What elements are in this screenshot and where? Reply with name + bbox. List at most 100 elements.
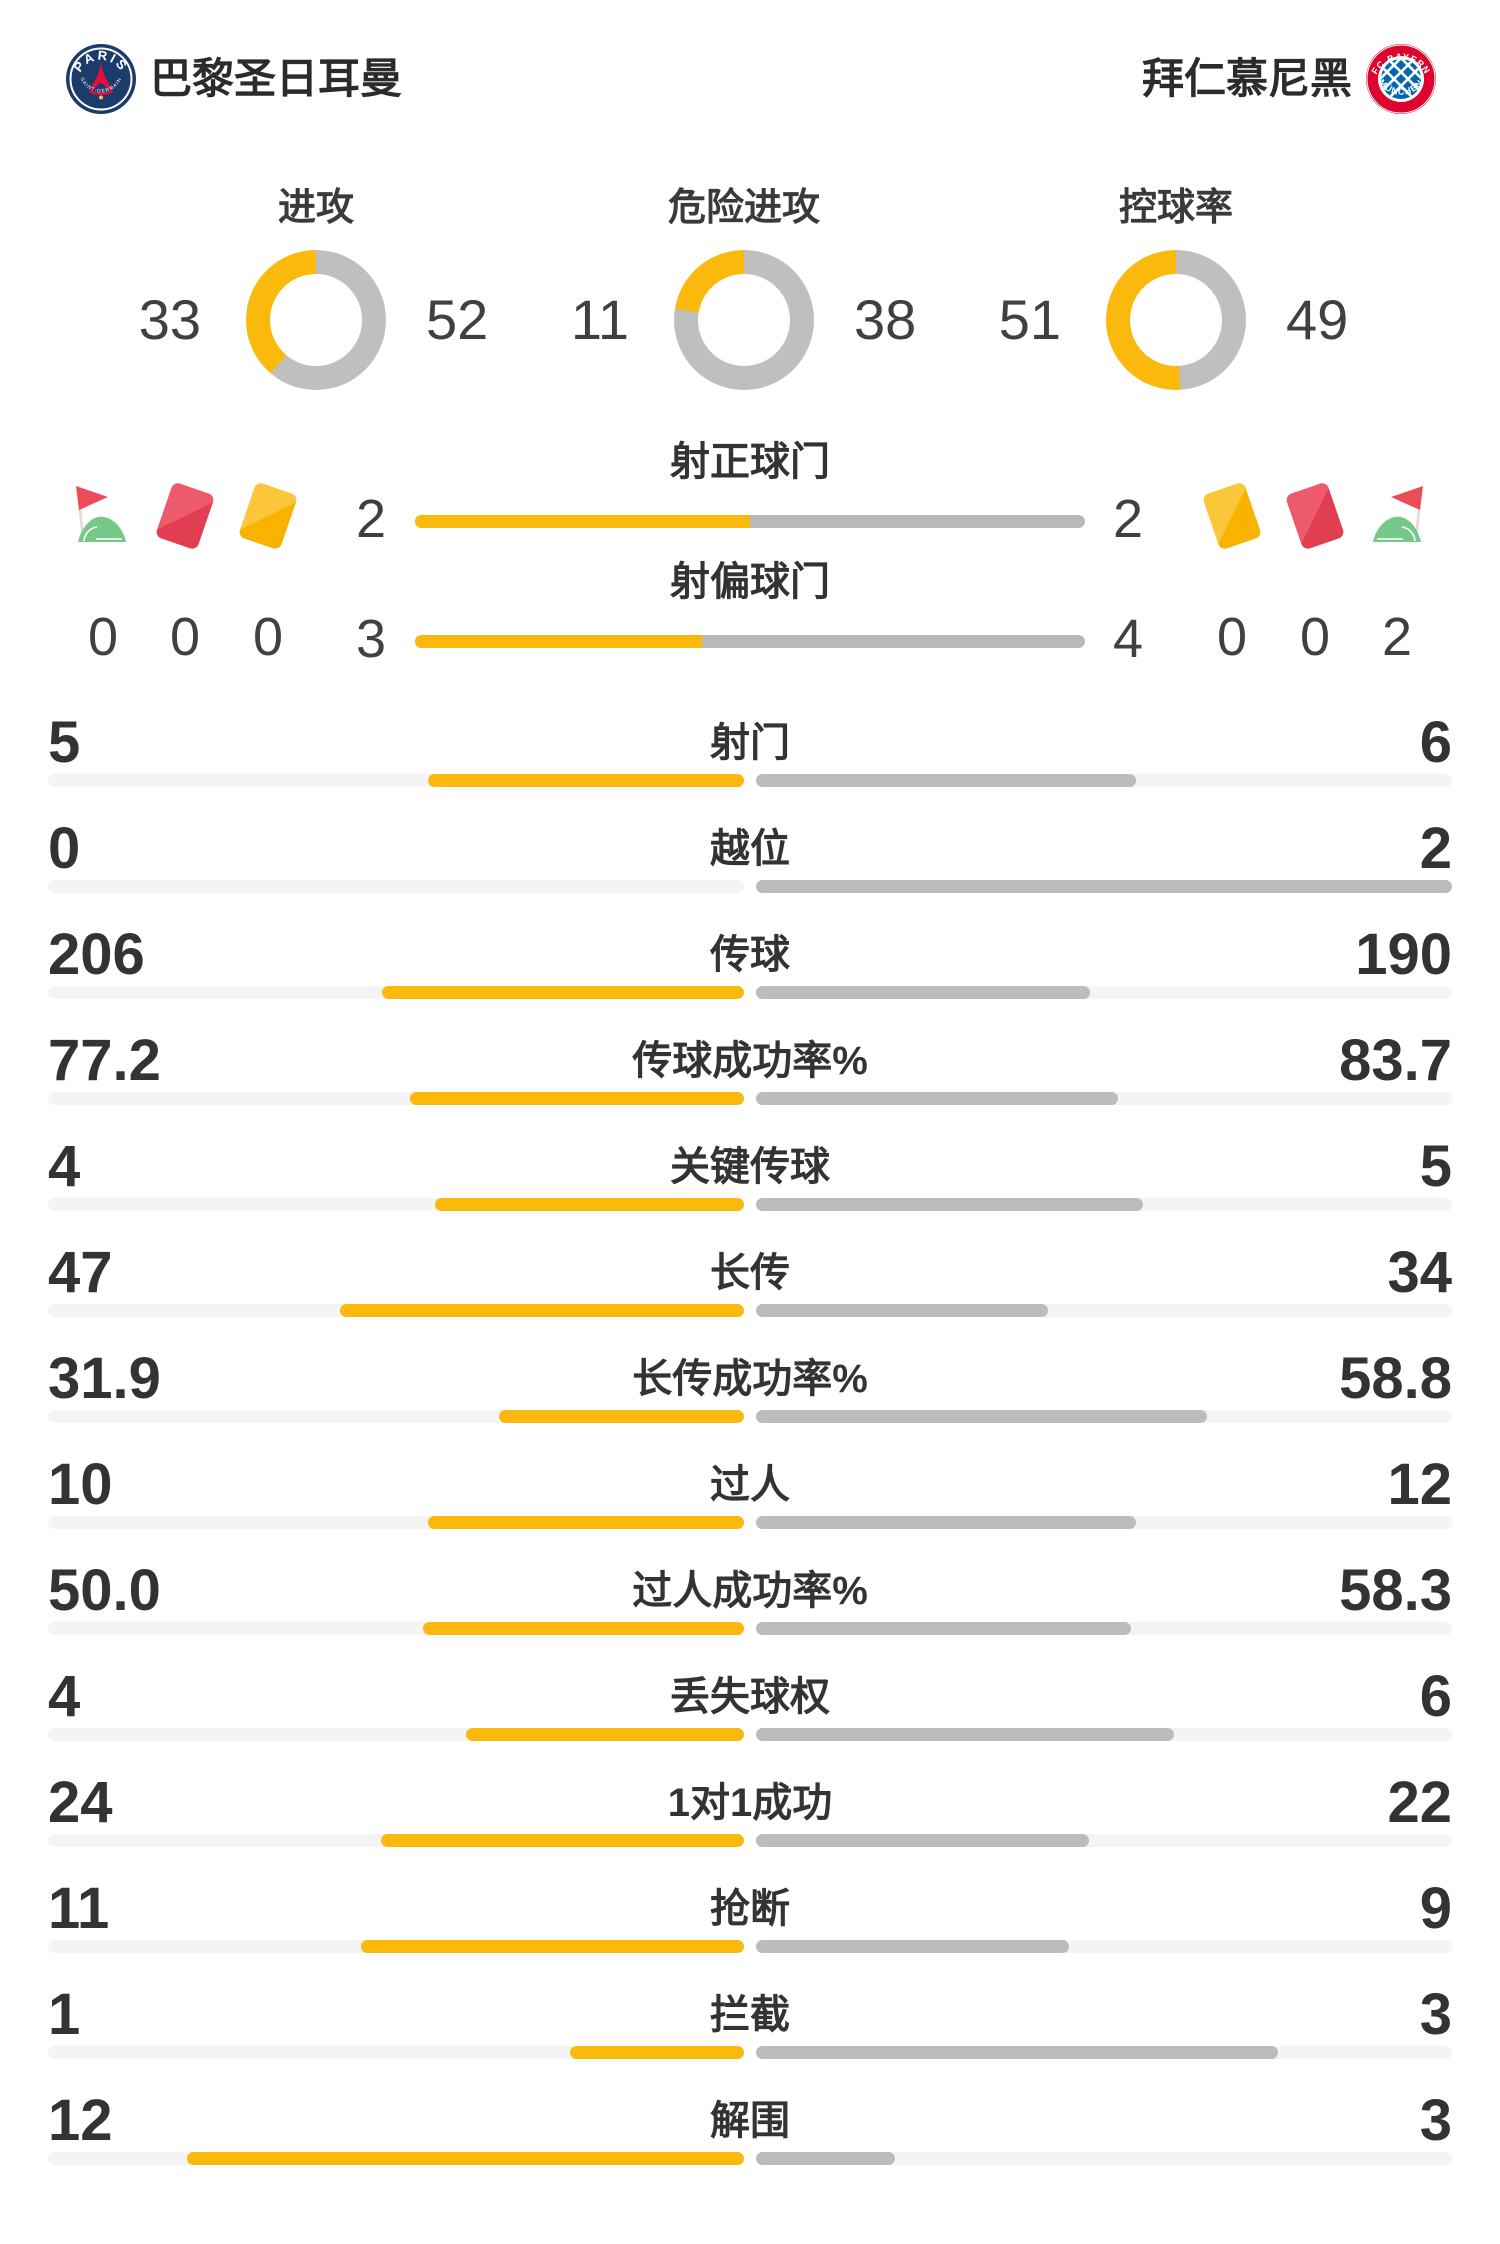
shots-off-target-bar <box>415 635 1085 648</box>
stat-label: 抢断 <box>710 1887 790 1931</box>
red-card-icon <box>1284 481 1346 551</box>
stat-label: 丢失球权 <box>670 1675 830 1719</box>
away-stat-bar <box>756 880 1452 893</box>
away-yellow-cards-value: 0 <box>1216 607 1248 667</box>
psg-logo: PARIS SAINT-GERMAIN <box>66 44 136 114</box>
home-stat-value: 4 <box>48 1134 81 1199</box>
shots-on-target-label: 射正球门 <box>670 440 830 484</box>
home-stat-value: 11 <box>48 1876 110 1941</box>
donut-label: 进攻 <box>277 187 354 229</box>
away-stat-value: 22 <box>1387 1770 1452 1835</box>
home-stat-value: 47 <box>48 1240 113 1305</box>
away-stat-bar <box>756 1304 1452 1317</box>
home-corners-value: 0 <box>87 607 119 667</box>
stat-row: 50.0 过人成功率% 58.3 <box>0 1560 1500 1666</box>
home-stat-bar <box>48 880 744 893</box>
away-stat-value: 83.7 <box>1339 1028 1452 1093</box>
home-stat-value: 24 <box>48 1770 113 1835</box>
away-stat-bar <box>756 1092 1452 1105</box>
stat-row: 5 射门 6 <box>0 712 1500 818</box>
home-yellow-cards-value: 0 <box>252 607 284 667</box>
red-card-icon <box>154 481 216 551</box>
donut-label: 危险进攻 <box>667 187 820 229</box>
stat-row: 0 越位 2 <box>0 818 1500 924</box>
home-red-cards-value: 0 <box>169 607 201 667</box>
donut-chart <box>1106 250 1246 390</box>
away-stat-value: 12 <box>1387 1452 1452 1517</box>
stat-row: 4 关键传球 5 <box>0 1136 1500 1242</box>
stat-row: 24 1对1成功 22 <box>0 1772 1500 1878</box>
stat-row: 1 拦截 3 <box>0 1984 1500 2090</box>
stat-row: 77.2 传球成功率% 83.7 <box>0 1030 1500 1136</box>
away-stat-bar <box>756 774 1452 787</box>
corner-flag-icon <box>76 486 126 542</box>
home-stat-bar <box>48 774 744 787</box>
away-stat-value: 6 <box>1419 710 1452 775</box>
home-stat-value: 1 <box>48 1982 81 2047</box>
home-stat-value: 206 <box>48 922 145 987</box>
away-stat-value: 34 <box>1387 1240 1452 1305</box>
home-stat-bar <box>48 1940 744 1953</box>
stat-label: 越位 <box>710 827 790 871</box>
away-stat-bar <box>756 1728 1452 1741</box>
away-value: 38 <box>854 288 917 351</box>
stat-label: 长传成功率% <box>632 1357 868 1401</box>
stat-row: 12 解围 3 <box>0 2090 1500 2196</box>
away-stat-value: 6 <box>1419 1664 1452 1729</box>
stat-label: 射门 <box>710 721 790 765</box>
away-stat-bar <box>756 1198 1452 1211</box>
home-stat-value: 12 <box>48 2088 113 2153</box>
donut-group-possession: 控球率 51 49 <box>901 186 1451 390</box>
away-stat-value: 58.3 <box>1339 1558 1452 1623</box>
away-stat-bar <box>756 1410 1452 1423</box>
home-stat-bar <box>48 1728 744 1741</box>
away-stat-value: 5 <box>1419 1134 1452 1199</box>
home-stat-value: 31.9 <box>48 1346 161 1411</box>
stat-row: 10 过人 12 <box>0 1454 1500 1560</box>
donut-chart <box>674 250 814 390</box>
away-stat-bar <box>756 986 1452 999</box>
away-stat-value: 3 <box>1419 2088 1452 2153</box>
home-stat-bar <box>48 1092 744 1105</box>
donut-group-attacks: 进攻 33 52 <box>41 186 591 390</box>
home-stat-bar <box>48 1834 744 1847</box>
home-stat-bar <box>48 1304 744 1317</box>
stat-label: 解围 <box>710 2099 790 2143</box>
away-value: 49 <box>1286 288 1349 351</box>
stat-row: 47 长传 34 <box>0 1242 1500 1348</box>
donut-group-dangerous-attacks: 危险进攻 11 38 <box>469 186 1019 390</box>
away-team-name: 拜仁慕尼黑 <box>1141 55 1352 102</box>
away-stat-bar <box>756 1940 1452 1953</box>
home-stat-value: 5 <box>48 710 81 775</box>
home-stat-value: 0 <box>48 816 81 881</box>
home-stat-bar <box>48 1516 744 1529</box>
away-stat-value: 3 <box>1419 1982 1452 2047</box>
away-stat-bar <box>756 1516 1452 1529</box>
home-stat-value: 10 <box>48 1452 113 1517</box>
away-stat-value: 2 <box>1419 816 1452 881</box>
home-shots-on-target: 2 <box>355 489 386 549</box>
home-stat-bar <box>48 1410 744 1423</box>
home-stat-value: 77.2 <box>48 1028 161 1093</box>
home-stat-bar <box>48 2152 744 2165</box>
stat-label: 关键传球 <box>670 1145 830 1189</box>
stat-label: 1对1成功 <box>667 1781 833 1825</box>
home-value: 33 <box>138 288 201 351</box>
corner-flag-icon <box>1373 486 1423 542</box>
shots-on-target-bar <box>415 515 1085 528</box>
home-stat-bar <box>48 2046 744 2059</box>
stat-row: 31.9 长传成功率% 58.8 <box>0 1348 1500 1454</box>
away-stat-value: 190 <box>1355 922 1452 987</box>
away-shots-off-target: 4 <box>1113 609 1144 669</box>
away-corners-value: 2 <box>1381 607 1413 667</box>
away-stat-bar <box>756 1622 1452 1635</box>
away-stat-bar <box>756 2046 1452 2059</box>
home-stat-bar <box>48 1198 744 1211</box>
away-stat-bar <box>756 2152 1452 2165</box>
donut-label: 控球率 <box>1118 187 1233 229</box>
away-stat-value: 58.8 <box>1339 1346 1452 1411</box>
stat-label: 长传 <box>710 1251 790 1295</box>
away-stat-bar <box>756 1834 1452 1847</box>
home-stat-bar <box>48 986 744 999</box>
stat-row: 4 丢失球权 6 <box>0 1666 1500 1772</box>
